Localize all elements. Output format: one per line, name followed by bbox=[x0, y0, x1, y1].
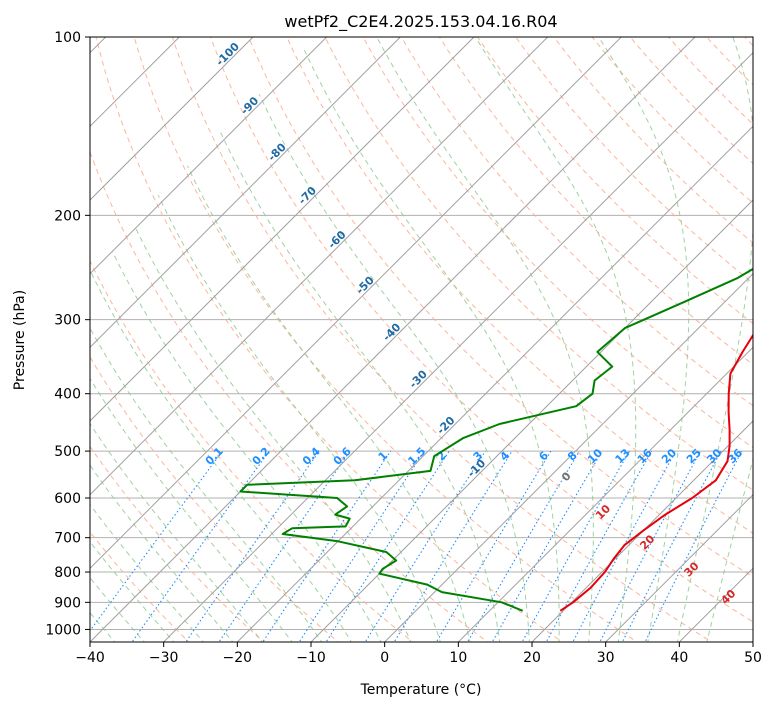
x-tick-label: 30 bbox=[597, 650, 615, 666]
x-tick-label: 40 bbox=[670, 650, 688, 666]
x-tick-label: −20 bbox=[223, 650, 253, 666]
y-tick-label: 200 bbox=[54, 208, 81, 224]
y-tick-label: 800 bbox=[54, 565, 81, 581]
x-tick-label: −10 bbox=[296, 650, 326, 666]
x-axis-label: Temperature (°C) bbox=[360, 682, 482, 698]
x-tick-label: 50 bbox=[744, 650, 762, 666]
y-tick-label: 300 bbox=[54, 313, 81, 329]
x-tick-label: −30 bbox=[149, 650, 179, 666]
y-tick-label: 600 bbox=[54, 491, 81, 507]
chart-title: wetPf2_C2E4.2025.153.04.16.R04 bbox=[284, 12, 557, 32]
x-tick-label: 10 bbox=[449, 650, 467, 666]
x-tick-label: 0 bbox=[380, 650, 389, 666]
x-tick-label: −40 bbox=[75, 650, 105, 666]
y-tick-label: 100 bbox=[54, 30, 81, 46]
y-tick-label: 400 bbox=[54, 387, 81, 403]
y-tick-label: 500 bbox=[54, 444, 81, 460]
y-tick-label: 700 bbox=[54, 531, 81, 547]
x-tick-label: 20 bbox=[523, 650, 541, 666]
y-tick-label: 900 bbox=[54, 595, 81, 611]
y-tick-label: 1000 bbox=[45, 622, 81, 638]
y-axis-label: Pressure (hPa) bbox=[12, 290, 28, 390]
